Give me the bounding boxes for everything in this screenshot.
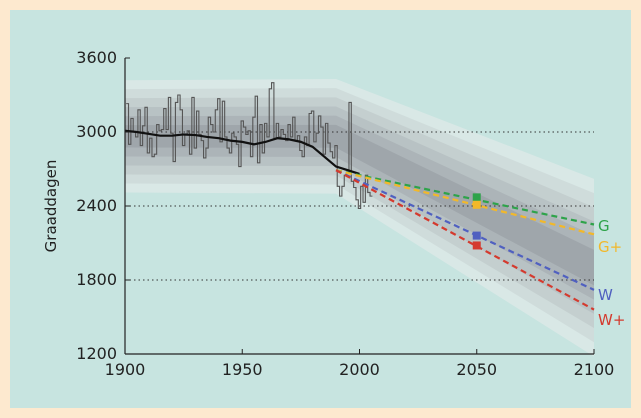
y-axis-label: Graaddagen bbox=[42, 160, 60, 253]
scenario-label-g: G bbox=[598, 217, 610, 235]
scenario-lines bbox=[335, 169, 595, 311]
x-tick-label-2050: 2050 bbox=[456, 360, 497, 379]
scenario-line-w-plus bbox=[335, 169, 595, 311]
smoothed-line bbox=[124, 129, 360, 175]
smoothed-series bbox=[124, 129, 360, 175]
x-tick-label-2100: 2100 bbox=[574, 360, 615, 379]
chart-frame: 1900 1950 2000 2050 2100 1200 1800 2400 3000 3600… bbox=[10, 10, 631, 408]
scenario-marker-2050-w bbox=[472, 231, 481, 240]
y-tick-label-2400: 2400 bbox=[76, 196, 117, 215]
scenario-marker-2050-w-plus bbox=[472, 241, 481, 250]
tick-labels: 1900 1950 2000 2050 2100 1200 1800 2400 3000 3600 bbox=[76, 48, 614, 379]
scenario-marker-2050-g bbox=[472, 193, 481, 202]
scenario-labels: G G+ W W+ bbox=[598, 217, 625, 329]
observed-series bbox=[126, 82, 373, 210]
scenario-marker-2050-g-plus bbox=[472, 200, 481, 209]
uncertainty-bands bbox=[125, 78, 594, 357]
y-tick-label-1200: 1200 bbox=[76, 344, 117, 363]
grid-lines bbox=[125, 131, 594, 281]
scenario-label-w-plus: W+ bbox=[598, 311, 625, 329]
observed-line bbox=[126, 82, 373, 210]
uncertainty-band-3 bbox=[125, 106, 594, 314]
scenario-line-w bbox=[335, 169, 595, 291]
temperature-degree-days-chart: 1900 1950 2000 2050 2100 1200 1800 2400 3000 3600… bbox=[42, 48, 625, 379]
scenario-label-g-plus: G+ bbox=[598, 238, 622, 256]
y-tick-label-1800: 1800 bbox=[76, 270, 117, 289]
uncertainty-band-5 bbox=[125, 124, 594, 286]
x-tick-label-1950: 1950 bbox=[222, 360, 263, 379]
scenario-label-w: W bbox=[598, 286, 613, 304]
scenario-line-g-plus bbox=[335, 169, 595, 236]
x-tick-label-2000: 2000 bbox=[339, 360, 380, 379]
scenario-line-g bbox=[335, 169, 595, 226]
x-tick-label-1900: 1900 bbox=[105, 360, 146, 379]
y-tick-label-3000: 3000 bbox=[76, 122, 117, 141]
y-tick-label-3600: 3600 bbox=[76, 48, 117, 67]
